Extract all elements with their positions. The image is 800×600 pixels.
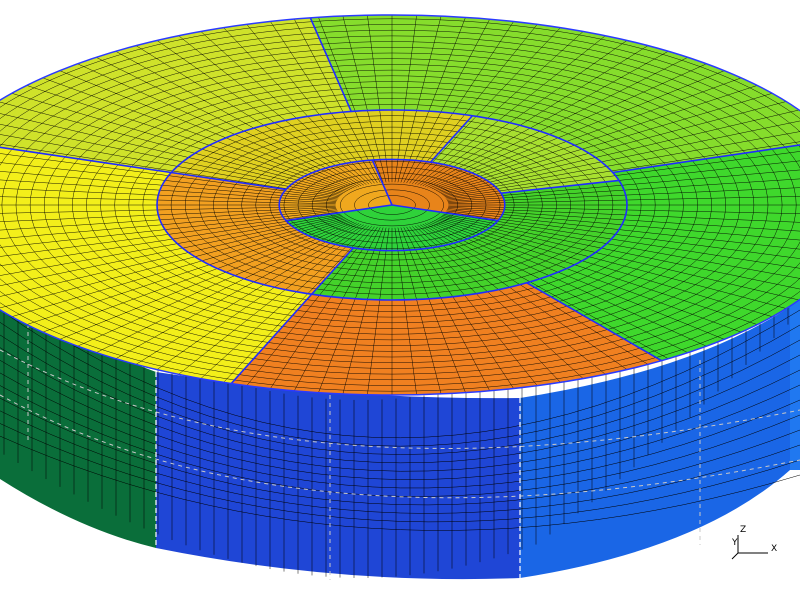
cylinder-top (0, 15, 800, 395)
axis-x-label: X (771, 544, 777, 554)
xyz-axes-icon: Z Y X (731, 525, 777, 560)
side-partition-blue (520, 300, 800, 578)
side-partition-dark-blue (156, 372, 520, 580)
partition-outer-4 (526, 140, 800, 361)
axis-y-label: Y (731, 538, 738, 548)
partition-middle-3 (311, 180, 627, 300)
partition-middle-1 (171, 110, 473, 190)
cylinder-side (0, 220, 800, 580)
axis-z-label: Z (740, 525, 746, 535)
top-mesh-grid (0, 15, 800, 395)
side-partition-green (0, 288, 156, 548)
side-partition-light-blue (790, 300, 800, 470)
partition-middle-0 (157, 172, 354, 295)
top-rim (0, 14, 800, 396)
partition-boundaries (0, 17, 800, 385)
